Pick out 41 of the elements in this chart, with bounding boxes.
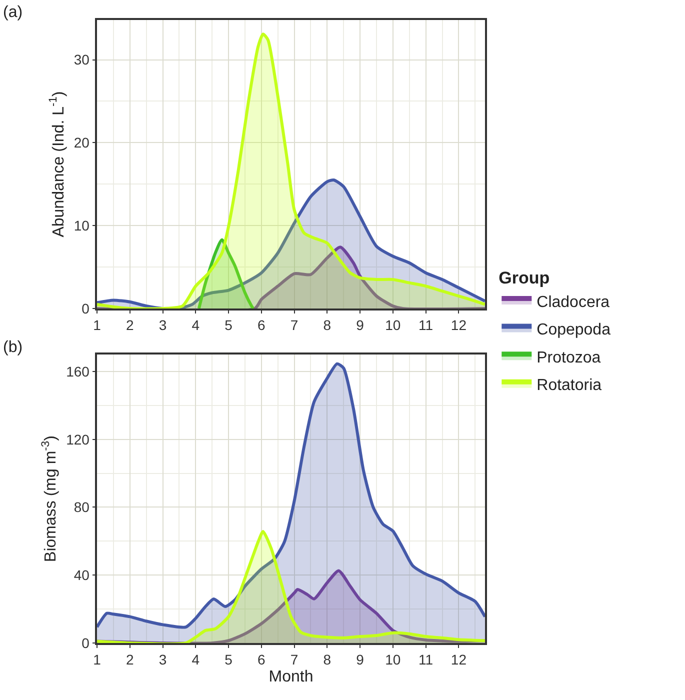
x-tick-label: 7 bbox=[290, 652, 298, 668]
y-tick-label: 120 bbox=[66, 431, 90, 448]
x-tick-label: 9 bbox=[356, 652, 364, 668]
y-tick-label: 20 bbox=[74, 134, 90, 151]
x-tick-label: 1 bbox=[93, 317, 102, 334]
legend-label: Protozoa bbox=[536, 349, 601, 366]
chart-title: (b) bbox=[3, 339, 23, 356]
x-tick-label: 11 bbox=[418, 652, 434, 668]
x-tick-label: 1 bbox=[93, 652, 102, 668]
x-tick-label: 6 bbox=[258, 652, 266, 668]
chart-title: (a) bbox=[3, 4, 23, 21]
x-tick-label: 10 bbox=[385, 652, 401, 668]
x-tick-label: 5 bbox=[224, 317, 233, 334]
x-tick-label: 12 bbox=[450, 317, 467, 334]
x-tick-label: 2 bbox=[126, 652, 134, 668]
y-tick-label: 0 bbox=[82, 634, 90, 651]
x-tick-label: 8 bbox=[323, 652, 332, 668]
y-tick-label: 30 bbox=[74, 52, 90, 68]
x-tick-label: 7 bbox=[290, 317, 298, 334]
y-tick-label: 40 bbox=[74, 567, 90, 584]
x-tick-label: 2 bbox=[126, 317, 134, 334]
x-tick-label: 8 bbox=[323, 317, 332, 334]
y-tick-label: 160 bbox=[66, 363, 90, 380]
legend-label: Cladocera bbox=[536, 294, 610, 311]
x-tick-label: 11 bbox=[418, 317, 434, 334]
x-tick-label: 4 bbox=[192, 317, 200, 334]
x-tick-label: 4 bbox=[192, 652, 200, 668]
legend-label: Copepoda bbox=[536, 322, 611, 339]
x-tick-label: 3 bbox=[158, 317, 167, 334]
x-axis-title: Month bbox=[268, 668, 314, 686]
legend-title: Group bbox=[498, 268, 550, 288]
x-tick-label: 9 bbox=[356, 317, 364, 334]
x-tick-label: 6 bbox=[258, 317, 266, 334]
y-tick-label: 10 bbox=[74, 218, 90, 234]
x-tick-label: 10 bbox=[385, 317, 401, 334]
x-tick-label: 3 bbox=[158, 652, 167, 668]
x-tick-label: 5 bbox=[224, 652, 233, 668]
y-tick-label: 0 bbox=[82, 300, 90, 316]
legend-label: Rotatoria bbox=[536, 377, 602, 394]
y-tick-label: 80 bbox=[74, 499, 90, 516]
x-tick-label: 12 bbox=[450, 652, 467, 668]
